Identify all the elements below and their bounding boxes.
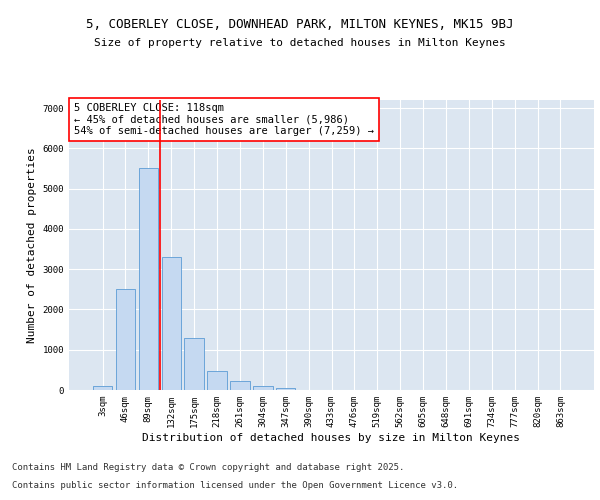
- Bar: [208, 370, 227, 390]
- Text: Contains public sector information licensed under the Open Government Licence v3: Contains public sector information licen…: [12, 481, 458, 490]
- Text: Contains HM Land Registry data © Crown copyright and database right 2025.: Contains HM Land Registry data © Crown c…: [12, 464, 404, 472]
- Text: Size of property relative to detached houses in Milton Keynes: Size of property relative to detached ho…: [94, 38, 506, 48]
- Text: 5, COBERLEY CLOSE, DOWNHEAD PARK, MILTON KEYNES, MK15 9BJ: 5, COBERLEY CLOSE, DOWNHEAD PARK, MILTON…: [86, 18, 514, 30]
- Y-axis label: Number of detached properties: Number of detached properties: [27, 147, 37, 343]
- Bar: [139, 168, 158, 390]
- Text: 5 COBERLEY CLOSE: 118sqm
← 45% of detached houses are smaller (5,986)
54% of sem: 5 COBERLEY CLOSE: 118sqm ← 45% of detach…: [74, 103, 374, 136]
- X-axis label: Distribution of detached houses by size in Milton Keynes: Distribution of detached houses by size …: [143, 432, 521, 442]
- Bar: [253, 386, 272, 390]
- Bar: [93, 386, 112, 390]
- Bar: [161, 257, 181, 390]
- Bar: [276, 388, 295, 390]
- Bar: [184, 338, 204, 390]
- Bar: [230, 380, 250, 390]
- Bar: [116, 290, 135, 390]
